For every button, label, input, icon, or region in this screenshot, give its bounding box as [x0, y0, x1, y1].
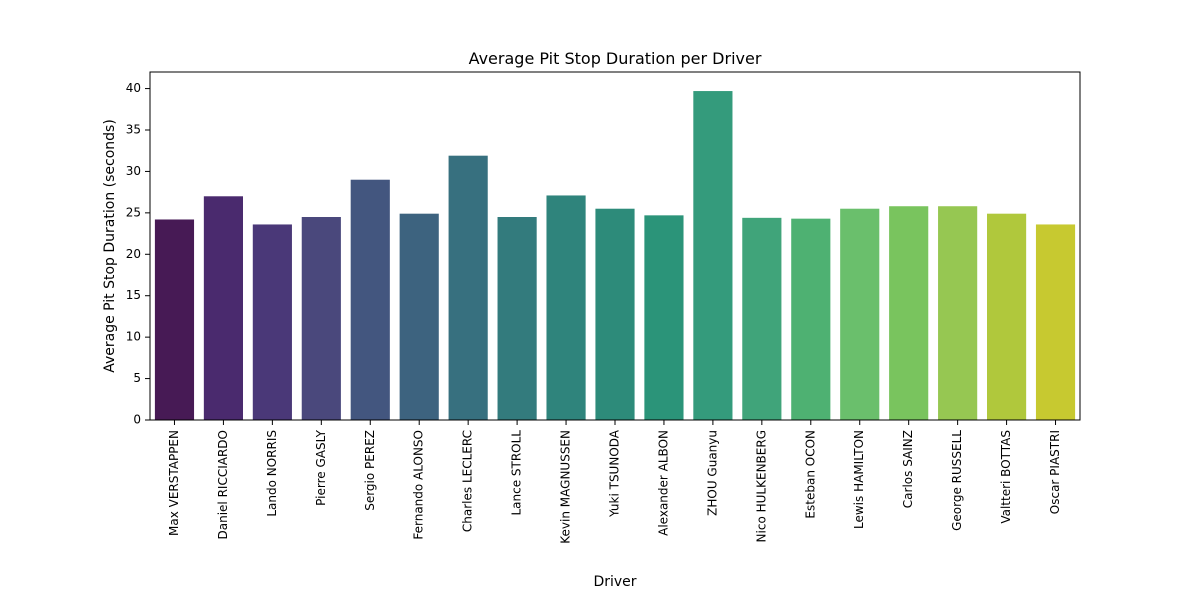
bar-8	[497, 217, 537, 420]
x-tick-label: Charles LECLERC	[461, 430, 475, 532]
bar-5	[350, 179, 390, 420]
bars-group	[154, 91, 1076, 421]
x-tick-label: Lance STROLL	[510, 430, 524, 516]
bar-4	[301, 217, 341, 420]
x-tick-label: Yuki TSUNODA	[608, 429, 622, 518]
bar-9	[546, 195, 586, 420]
bar-16	[889, 206, 929, 420]
bar-13	[742, 217, 782, 420]
x-tick-label: George RUSSELL	[950, 430, 964, 531]
y-tick-label: 40	[126, 81, 141, 95]
y-axis-label: Average Pit Stop Duration (seconds)	[102, 119, 118, 373]
bar-17	[938, 206, 978, 420]
x-tick-label: Valtteri BOTTAS	[999, 430, 1013, 524]
bar-2	[203, 196, 243, 420]
x-tick-label: Nico HULKENBERG	[754, 430, 768, 542]
bar-11	[644, 215, 684, 420]
x-tick-label: Esteban OCON	[803, 430, 817, 519]
bar-3	[252, 224, 292, 420]
y-tick-label: 20	[126, 247, 141, 261]
y-tick-label: 5	[133, 371, 141, 385]
bar-7	[448, 155, 488, 420]
bar-19	[1035, 224, 1076, 420]
x-tick-label: Alexander ALBON	[656, 430, 670, 536]
bar-18	[987, 213, 1027, 420]
x-tick-label: Lewis HAMILTON	[852, 430, 866, 529]
x-tick-label: ZHOU Guanyu	[705, 430, 719, 516]
y-tick-label: 35	[126, 123, 141, 137]
x-tick-label: Daniel RICCIARDO	[216, 430, 230, 539]
x-axis-label: Driver	[593, 574, 636, 590]
x-tick-label: Sergio PEREZ	[363, 430, 377, 511]
x-tick-label: Fernando ALONSO	[412, 430, 426, 540]
x-tick-label: Kevin MAGNUSSEN	[559, 430, 573, 544]
x-tick-label: Lando NORRIS	[265, 430, 279, 517]
x-tick-label: Carlos SAINZ	[901, 430, 915, 508]
y-axis: 0 5 10 15 20 25 30 35 40	[126, 81, 150, 427]
bar-14	[791, 218, 831, 420]
x-axis: Max VERSTAPPEN Daniel RICCIARDO Lando NORR…	[167, 420, 1062, 544]
bar-12	[693, 91, 733, 421]
x-tick-label: Oscar PIASTRI	[1048, 430, 1062, 514]
bar-6	[399, 213, 439, 420]
x-tick-label: Max VERSTAPPEN	[167, 430, 181, 536]
bar-15	[840, 208, 880, 420]
y-tick-label: 15	[126, 288, 141, 302]
plot-frame	[149, 71, 1081, 421]
chart-title: Average Pit Stop Duration per Driver	[469, 49, 762, 68]
x-tick-label: Pierre GASLY	[314, 429, 328, 505]
bar-10	[595, 208, 635, 420]
y-tick-label: 30	[126, 164, 141, 178]
y-tick-label: 0	[133, 413, 141, 427]
y-tick-label: 10	[126, 330, 141, 344]
y-tick-label: 25	[126, 205, 141, 219]
bar-1	[154, 219, 195, 420]
